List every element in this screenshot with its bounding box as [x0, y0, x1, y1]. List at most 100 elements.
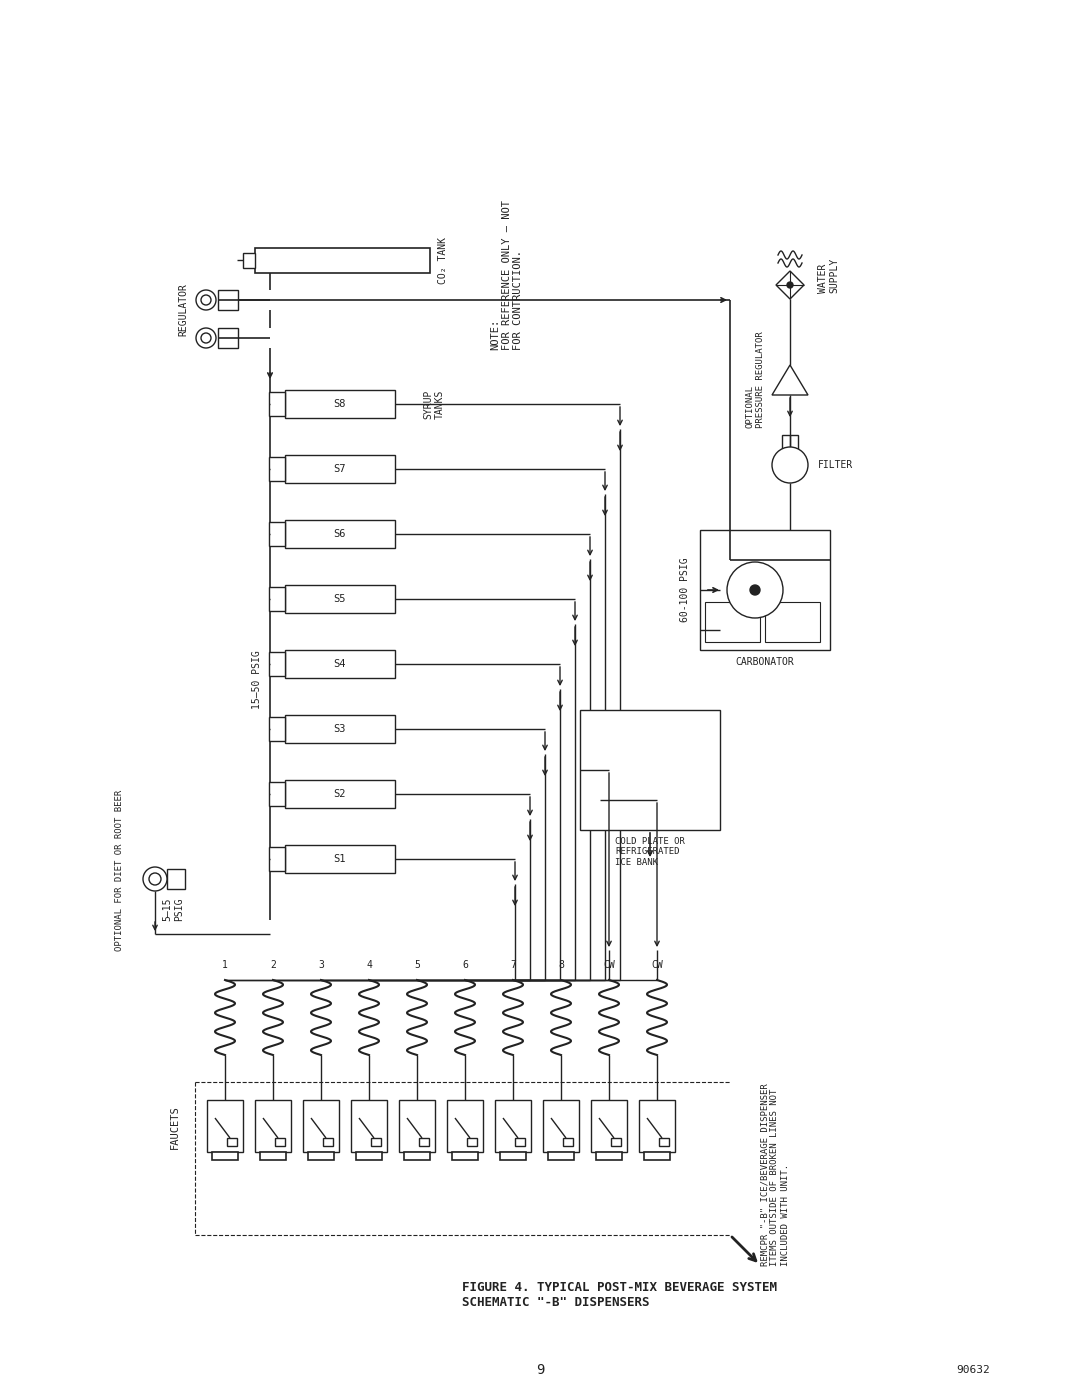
- Bar: [167, 869, 185, 888]
- Bar: [285, 650, 395, 678]
- Circle shape: [787, 282, 793, 288]
- Bar: [285, 390, 395, 418]
- Bar: [700, 529, 831, 650]
- Bar: [705, 602, 760, 643]
- Text: 4: 4: [366, 960, 372, 970]
- Bar: [285, 520, 395, 548]
- Text: S1: S1: [334, 854, 347, 863]
- Bar: [591, 1099, 627, 1153]
- Bar: [308, 1153, 334, 1160]
- Bar: [285, 715, 395, 743]
- Text: S6: S6: [334, 529, 347, 539]
- Circle shape: [201, 295, 211, 305]
- Text: 8: 8: [558, 960, 564, 970]
- Text: S4: S4: [334, 659, 347, 669]
- Bar: [419, 1139, 429, 1146]
- Text: CW: CW: [603, 960, 615, 970]
- Bar: [212, 1153, 238, 1160]
- Bar: [467, 1139, 477, 1146]
- Text: FILTER: FILTER: [818, 460, 853, 469]
- Circle shape: [195, 291, 216, 310]
- Bar: [269, 522, 285, 546]
- Bar: [243, 253, 255, 268]
- Bar: [275, 1139, 285, 1146]
- Text: FIGURE 4. TYPICAL POST-MIX BEVERAGE SYSTEM
SCHEMATIC "-B" DISPENSERS: FIGURE 4. TYPICAL POST-MIX BEVERAGE SYST…: [462, 1281, 778, 1309]
- Text: 2: 2: [270, 960, 275, 970]
- Bar: [218, 328, 238, 348]
- Text: COLD PLATE OR
REFRIGERATED
ICE BANK: COLD PLATE OR REFRIGERATED ICE BANK: [616, 837, 685, 868]
- Bar: [269, 393, 285, 416]
- Circle shape: [195, 328, 216, 348]
- Bar: [644, 1153, 670, 1160]
- Text: REGULATOR: REGULATOR: [178, 284, 188, 337]
- Bar: [285, 845, 395, 873]
- Text: 6: 6: [462, 960, 468, 970]
- Bar: [269, 782, 285, 806]
- Bar: [782, 434, 798, 450]
- Text: S7: S7: [334, 464, 347, 474]
- Text: 5: 5: [414, 960, 420, 970]
- Text: NOTE:
FOR REFERENCE ONLY – NOT
FOR CONTRUCTION.: NOTE: FOR REFERENCE ONLY – NOT FOR CONTR…: [490, 200, 523, 351]
- Bar: [659, 1139, 669, 1146]
- Text: CO₂ TANK: CO₂ TANK: [438, 236, 448, 284]
- Bar: [548, 1153, 573, 1160]
- Text: OPTIONAL FOR DIET OR ROOT BEER: OPTIONAL FOR DIET OR ROOT BEER: [116, 789, 124, 950]
- Bar: [356, 1153, 382, 1160]
- Text: FAUCETS: FAUCETS: [170, 1105, 180, 1148]
- Bar: [269, 457, 285, 481]
- Bar: [255, 1099, 291, 1153]
- Text: S8: S8: [334, 400, 347, 409]
- Text: CARBONATOR: CARBONATOR: [735, 657, 795, 666]
- Bar: [351, 1099, 387, 1153]
- Circle shape: [750, 585, 760, 595]
- Bar: [639, 1099, 675, 1153]
- Circle shape: [201, 332, 211, 344]
- Bar: [255, 249, 430, 272]
- Text: S3: S3: [334, 724, 347, 733]
- Text: CW: CW: [651, 960, 663, 970]
- Bar: [285, 780, 395, 807]
- Text: 9: 9: [536, 1363, 544, 1377]
- Text: OPTIONAL
PRESSURE REGULATOR: OPTIONAL PRESSURE REGULATOR: [745, 331, 765, 429]
- Bar: [372, 1139, 381, 1146]
- Bar: [285, 455, 395, 483]
- Bar: [269, 652, 285, 676]
- Text: 60-100 PSIG: 60-100 PSIG: [680, 557, 690, 622]
- Bar: [269, 717, 285, 740]
- Bar: [515, 1139, 525, 1146]
- Text: 3: 3: [319, 960, 324, 970]
- Bar: [285, 585, 395, 613]
- Text: 7: 7: [510, 960, 516, 970]
- Bar: [399, 1099, 435, 1153]
- Text: S2: S2: [334, 789, 347, 799]
- Bar: [218, 291, 238, 310]
- Text: 15–50 PSIG: 15–50 PSIG: [252, 651, 262, 710]
- Text: WATER
SUPPLY: WATER SUPPLY: [818, 257, 839, 292]
- Circle shape: [143, 868, 167, 891]
- Bar: [207, 1099, 243, 1153]
- Circle shape: [772, 447, 808, 483]
- Bar: [500, 1153, 526, 1160]
- Bar: [404, 1153, 430, 1160]
- Bar: [453, 1153, 478, 1160]
- Text: 5–15
PSIG: 5–15 PSIG: [162, 897, 184, 921]
- Text: REMCPR "-B" ICE/BEVERAGE DISPENSER
ITEMS OUTSIDE OF BROKEN LINES NOT
INCLUDED WI: REMCPR "-B" ICE/BEVERAGE DISPENSER ITEMS…: [760, 1084, 789, 1266]
- Text: 90632: 90632: [956, 1365, 990, 1375]
- Bar: [596, 1153, 622, 1160]
- Bar: [323, 1139, 333, 1146]
- Bar: [260, 1153, 286, 1160]
- Bar: [303, 1099, 339, 1153]
- Bar: [269, 847, 285, 870]
- Circle shape: [149, 873, 161, 886]
- Bar: [765, 602, 820, 643]
- Text: S5: S5: [334, 594, 347, 604]
- Bar: [269, 587, 285, 610]
- Bar: [580, 710, 720, 830]
- Bar: [611, 1139, 621, 1146]
- Text: SYRUP
TANKS: SYRUP TANKS: [423, 390, 445, 419]
- Bar: [495, 1099, 531, 1153]
- Text: 1: 1: [222, 960, 228, 970]
- Bar: [227, 1139, 237, 1146]
- Bar: [447, 1099, 483, 1153]
- Bar: [543, 1099, 579, 1153]
